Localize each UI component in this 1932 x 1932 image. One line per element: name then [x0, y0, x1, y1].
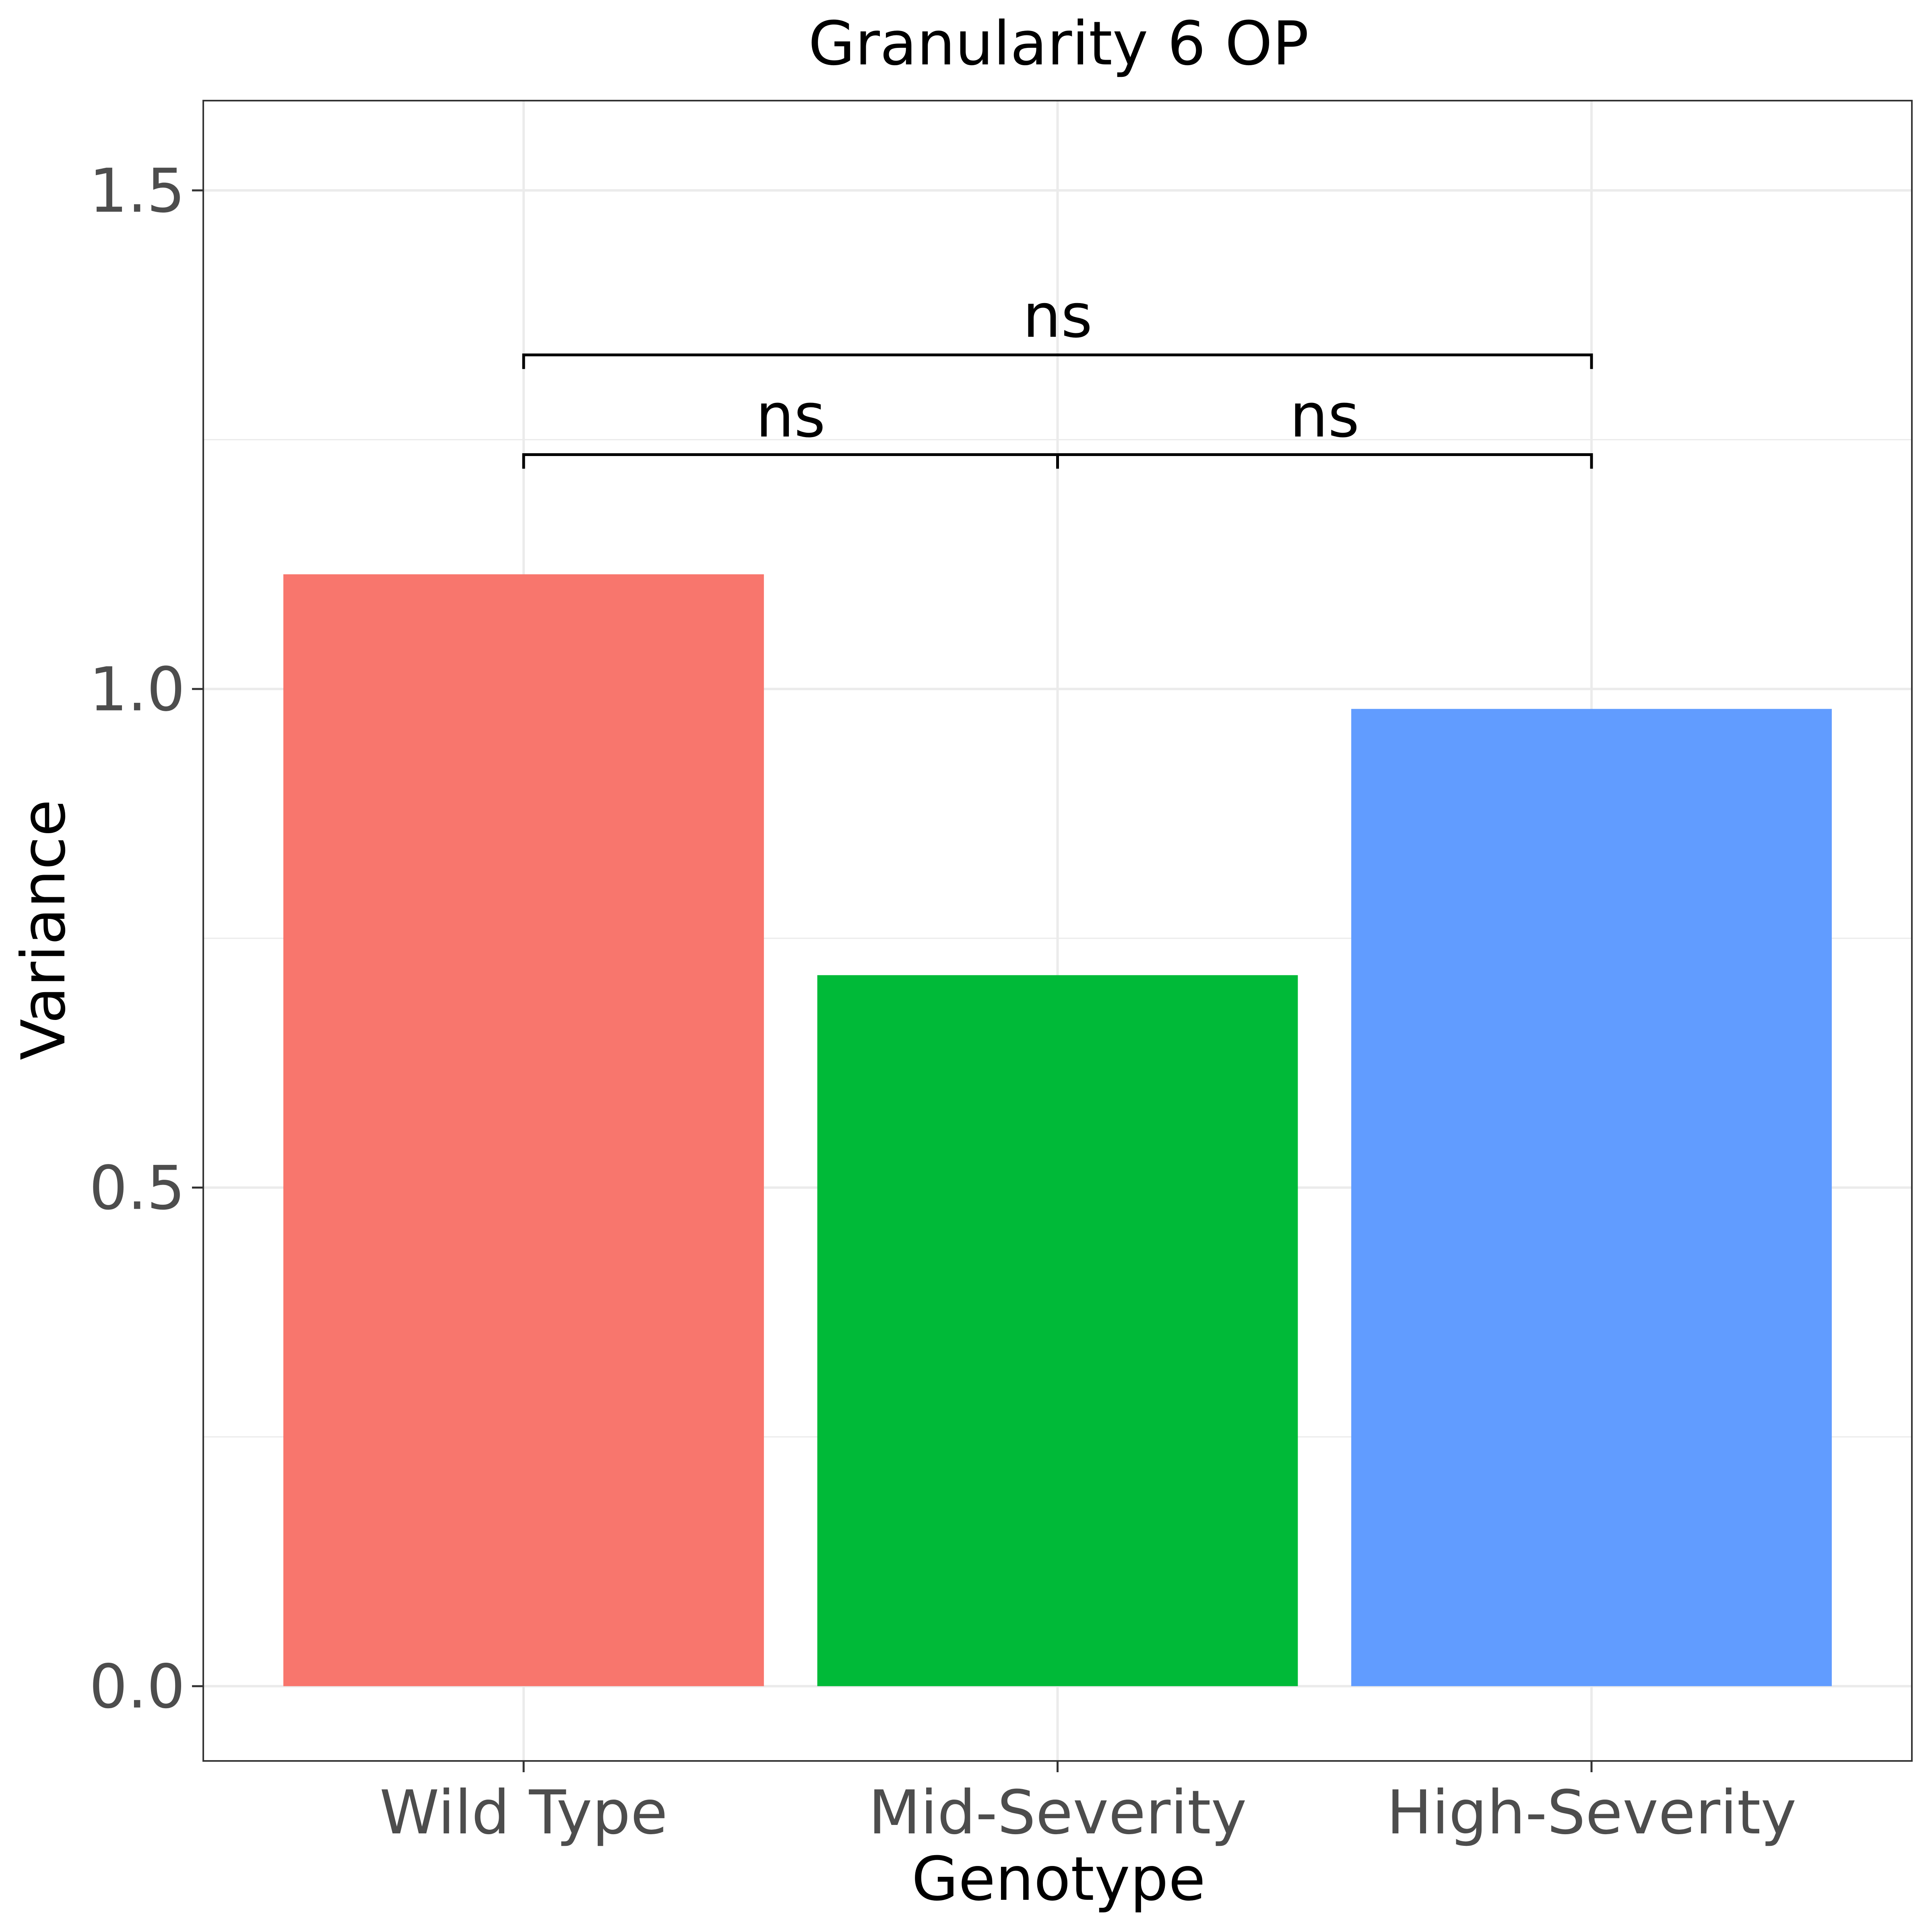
x-axis-title: Genotype	[912, 1844, 1205, 1914]
significance-label: ns	[756, 381, 826, 451]
significance-brackets: ns ns ns	[522, 281, 1593, 469]
y-tick-label: 1.5	[89, 156, 185, 226]
significance-bracket	[1056, 453, 1593, 469]
x-axis: Wild Type Mid-Severity High-Severity	[380, 1761, 1796, 1848]
y-tick-label: 0.5	[89, 1153, 185, 1223]
y-axis: 0.0 0.5 1.0 1.5	[89, 156, 203, 1722]
bar-wild-type	[283, 574, 764, 1686]
chart-title: Granularity 6 OP	[808, 9, 1309, 79]
x-tick-label: Mid-Severity	[869, 1778, 1247, 1848]
bars	[283, 574, 1832, 1686]
y-tick-label: 0.0	[89, 1652, 185, 1722]
bar-mid-severity	[817, 975, 1298, 1686]
bar-high-severity	[1351, 709, 1832, 1686]
significance-label: ns	[1023, 281, 1092, 351]
x-tick-label: High-Severity	[1387, 1778, 1796, 1848]
y-tick-label: 1.0	[89, 655, 185, 725]
significance-bracket	[522, 353, 1593, 369]
significance-label: ns	[1290, 381, 1359, 451]
y-axis-title: Variance	[9, 799, 79, 1060]
x-tick-label: Wild Type	[380, 1778, 668, 1848]
